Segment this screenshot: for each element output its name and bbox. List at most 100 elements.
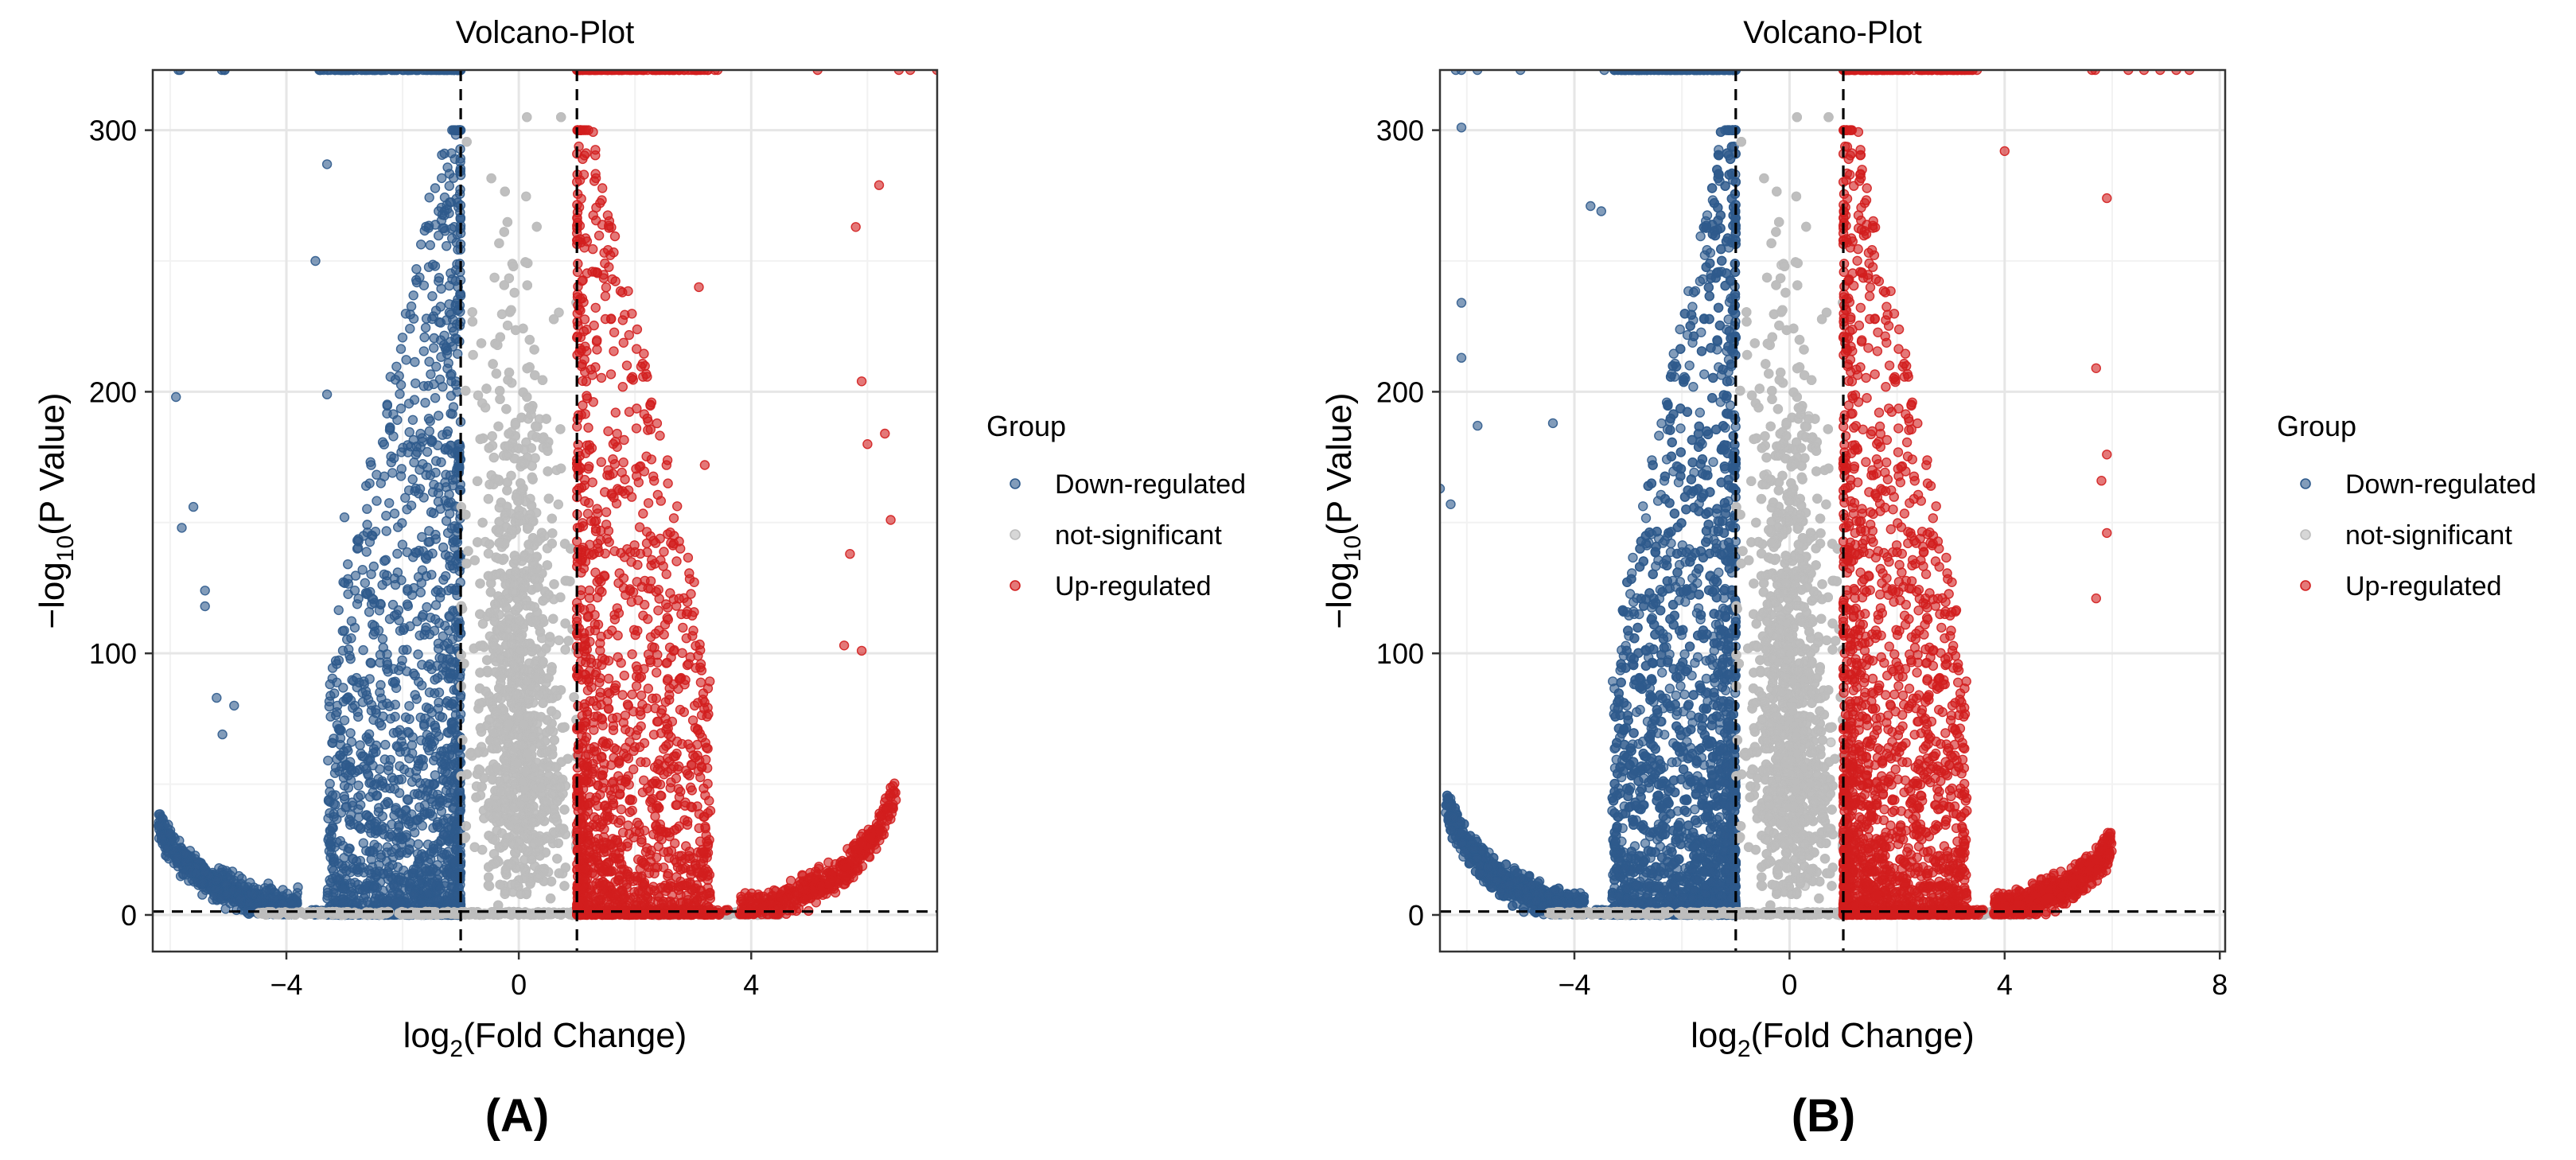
point-down-regulated <box>330 762 341 773</box>
point-down-regulated <box>261 887 271 897</box>
point-down-regulated <box>429 343 439 353</box>
point-down-regulated <box>408 434 418 446</box>
point-down-regulated <box>430 306 442 316</box>
point-down-regulated <box>352 672 362 683</box>
point-down-regulated <box>422 866 432 877</box>
point-down-regulated <box>332 659 342 669</box>
point-down-regulated <box>409 457 419 468</box>
point-down-regulated <box>377 437 388 447</box>
point-down-regulated <box>339 715 350 726</box>
point-down-regulated <box>348 703 358 713</box>
point-down-regulated <box>444 299 454 309</box>
point-down-regulated <box>221 878 232 889</box>
point-down-regulated <box>440 550 451 560</box>
point-down-regulated <box>229 700 239 711</box>
point-down-regulated <box>346 633 356 644</box>
point-down-regulated <box>419 800 430 811</box>
point-down-regulated <box>418 459 428 469</box>
point-down-regulated <box>441 443 451 453</box>
point-down-regulated <box>417 898 427 909</box>
point-down-regulated <box>411 378 421 388</box>
point-down-regulated <box>165 828 175 839</box>
point-down-regulated <box>423 414 434 424</box>
point-down-regulated <box>403 399 414 409</box>
point-down-regulated <box>444 181 454 191</box>
point-down-regulated <box>424 193 434 203</box>
point-down-regulated <box>435 335 446 345</box>
point-down-regulated <box>335 750 345 761</box>
point-down-regulated <box>348 800 358 811</box>
point-down-regulated <box>430 600 442 610</box>
point-down-regulated <box>442 162 453 173</box>
point-down-regulated <box>421 313 432 324</box>
point-down-regulated <box>385 372 395 382</box>
point-down-regulated <box>417 680 427 691</box>
point-down-regulated <box>407 740 418 750</box>
point-down-regulated <box>406 301 417 312</box>
point-down-regulated <box>434 592 446 603</box>
point-down-regulated <box>396 447 407 457</box>
point-down-regulated <box>388 775 399 785</box>
point-down-regulated <box>327 738 337 748</box>
point-down-regulated <box>325 836 337 847</box>
point-down-regulated <box>454 447 465 457</box>
point-down-regulated <box>324 701 335 712</box>
point-down-regulated <box>402 794 413 804</box>
point-down-regulated <box>327 821 338 832</box>
point-down-regulated <box>235 893 246 904</box>
point-down-regulated <box>220 904 231 914</box>
point-down-regulated <box>427 548 438 559</box>
point-down-regulated <box>389 882 400 892</box>
point-down-regulated <box>189 851 200 861</box>
point-down-regulated <box>236 873 247 884</box>
point-down-regulated <box>426 507 437 517</box>
point-down-regulated <box>368 744 379 754</box>
point-down-regulated <box>431 361 442 372</box>
point-down-regulated <box>402 644 412 655</box>
point-down-regulated <box>343 847 353 857</box>
point-down-regulated <box>383 765 394 776</box>
point-down-regulated <box>446 717 457 728</box>
point-down-regulated <box>420 398 430 408</box>
point-down-regulated <box>376 821 387 831</box>
point-down-regulated <box>425 470 436 481</box>
point-down-regulated <box>446 376 457 387</box>
point-down-regulated <box>394 820 404 831</box>
point-down-regulated <box>385 783 395 794</box>
point-down-regulated <box>376 720 387 731</box>
point-down-regulated <box>447 751 457 761</box>
point-down-regulated <box>323 755 333 766</box>
point-down-regulated <box>447 409 457 419</box>
point-down-regulated <box>352 864 362 875</box>
point-down-regulated <box>333 605 344 616</box>
point-down-regulated <box>419 721 430 731</box>
point-down-regulated <box>423 537 434 547</box>
point-down-regulated <box>392 548 403 559</box>
point-down-regulated <box>446 391 457 401</box>
point-down-regulated <box>341 866 352 876</box>
point-down-regulated <box>352 543 363 554</box>
point-down-regulated <box>405 323 415 334</box>
point-down-regulated <box>381 526 391 536</box>
point-down-regulated <box>449 760 459 770</box>
point-down-regulated <box>326 848 337 858</box>
point-down-regulated <box>361 810 372 820</box>
point-down-regulated <box>397 333 408 343</box>
point-down-regulated <box>282 888 293 899</box>
point-down-regulated <box>376 852 387 862</box>
point-down-regulated <box>377 633 388 644</box>
point-down-regulated <box>154 821 165 831</box>
point-down-regulated <box>402 504 412 515</box>
point-down-regulated <box>323 796 334 806</box>
point-down-regulated <box>366 569 376 579</box>
point-down-regulated <box>337 645 348 656</box>
point-down-regulated <box>434 230 444 241</box>
point-down-regulated <box>388 409 399 419</box>
point-down-regulated <box>430 751 441 762</box>
point-down-regulated <box>427 487 438 497</box>
point-down-regulated <box>372 496 382 506</box>
point-down-regulated <box>343 589 353 599</box>
point-down-regulated <box>428 843 439 854</box>
